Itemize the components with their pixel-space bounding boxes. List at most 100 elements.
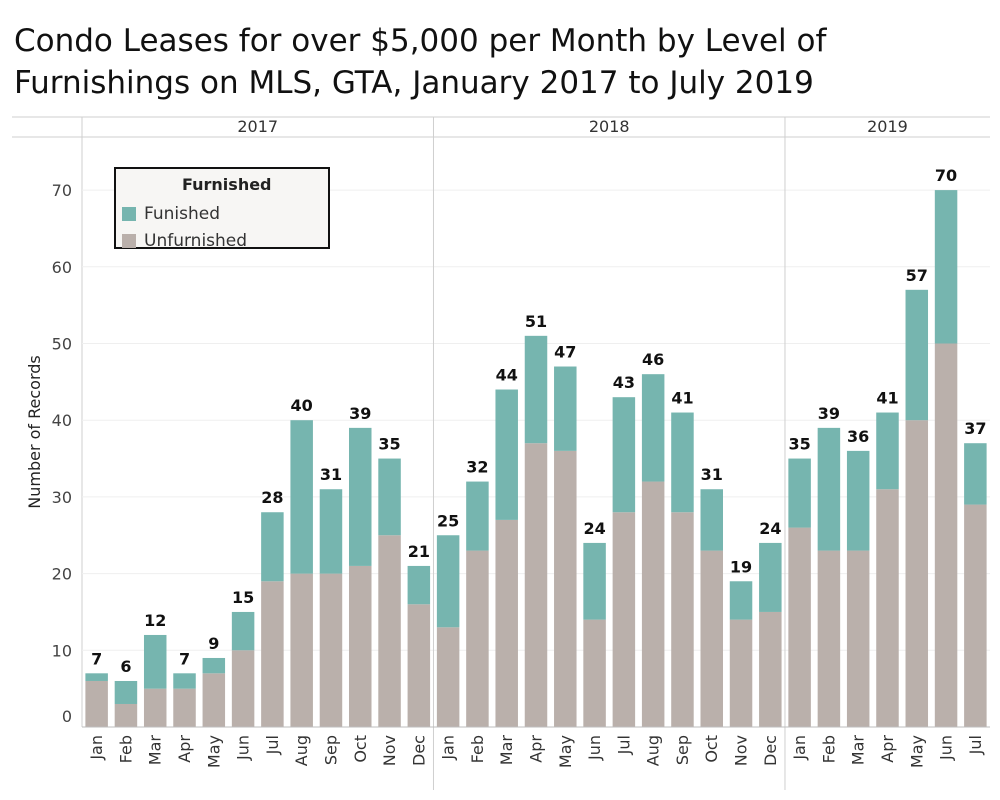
bar-furnished [612,397,636,513]
y-tick-label: 0 [62,707,72,726]
bar-total-label: 40 [291,396,313,415]
bar-total-label: 70 [935,166,957,185]
year-label: 2017 [237,117,278,136]
legend-item-furnished[interactable]: Funished [122,200,328,227]
bar-unfurnished [759,611,782,727]
bar-total-label: 19 [730,557,752,576]
bar-unfurnished [261,581,284,727]
bar-total-label: 39 [818,404,840,423]
bar-furnished [114,680,138,704]
bar-furnished [729,581,753,620]
legend-title: Furnished [182,175,272,194]
bar-total-label: 9 [208,634,219,653]
bar-total-label: 21 [408,542,430,561]
bar-unfurnished [231,650,255,727]
x-tick-label: Nov [732,735,751,766]
bar-unfurnished [934,343,958,727]
x-tick-label: Nov [380,735,399,766]
bar-total-label: 57 [906,266,928,285]
bar-total-label: 32 [466,458,488,477]
bar-total-label: 43 [613,373,635,392]
x-tick-label: Jan [87,735,106,761]
bar-unfurnished [143,688,167,727]
bar-furnished [524,335,548,444]
x-tick-label: May [907,735,926,768]
x-tick-label: Jul [263,735,282,755]
x-tick-label: Jun [585,735,604,761]
bar-furnished [905,289,929,421]
bar-unfurnished [905,420,929,727]
legend-item-unfurnished[interactable]: Unfurnished [122,227,328,254]
y-tick-label: 30 [52,488,72,507]
bar-unfurnished [524,443,548,727]
bar-furnished [876,412,899,490]
bar-unfurnished [700,550,723,727]
bar-unfurnished [407,604,431,727]
bar-furnished [846,450,870,551]
bar-total-label: 47 [554,343,576,362]
bar-furnished [700,489,723,551]
y-tick-label: 50 [52,335,72,354]
bar-unfurnished [817,550,841,727]
bar-total-label: 44 [496,366,518,385]
bar-furnished [173,673,196,689]
bar-unfurnished [202,673,226,727]
x-tick-label: May [556,735,575,768]
bar-furnished [583,542,606,620]
bar-furnished [554,366,577,451]
x-tick-label: Apr [175,735,194,763]
y-tick-label: 10 [52,641,72,660]
bar-unfurnished [436,627,460,727]
x-tick-label: Dec [761,735,780,766]
x-tick-label: Mar [849,735,868,766]
bar-unfurnished [466,550,489,727]
bar-furnished [349,427,372,566]
x-tick-label: Feb [819,735,838,763]
bar-total-label: 39 [349,404,371,423]
bar-unfurnished [729,619,753,727]
bar-total-label: 36 [847,427,869,446]
bar-unfurnished [173,688,196,727]
x-tick-label: Oct [702,735,721,763]
bar-total-label: 7 [91,649,102,668]
x-tick-label: Apr [527,735,546,763]
bar-furnished [759,542,782,612]
x-tick-label: Apr [878,735,897,763]
bar-total-label: 6 [120,657,131,676]
y-axis-label: Number of Records [25,355,44,508]
year-label: 2019 [867,117,908,136]
bar-total-label: 31 [320,465,342,484]
bar-total-label: 25 [437,511,459,530]
bar-total-label: 31 [701,465,723,484]
bar-total-label: 51 [525,312,547,331]
x-tick-label: May [204,735,223,768]
legend-label-unfurnished: Unfurnished [144,230,248,251]
bar-furnished [261,512,284,582]
year-label: 2018 [589,117,630,136]
y-tick-label: 40 [52,411,72,430]
y-tick-label: 60 [52,258,72,277]
y-tick-label: 20 [52,565,72,584]
x-tick-label: Dec [409,735,428,766]
legend-swatch-unfurnished [122,233,136,248]
bar-unfurnished [114,703,138,727]
legend-label-furnished: Funished [144,203,221,224]
bar-total-label: 24 [583,519,605,538]
bar-total-label: 35 [378,435,400,454]
bar-unfurnished [495,519,518,727]
x-tick-label: Jan [439,735,458,761]
bar-furnished [671,412,694,513]
bar-unfurnished [964,504,987,727]
x-tick-label: Jun [234,735,253,761]
bar-total-label: 24 [759,519,781,538]
bar-furnished [85,673,108,681]
bar-unfurnished [349,565,372,727]
bar-unfurnished [554,450,577,727]
bar-furnished [436,535,460,628]
bar-total-label: 35 [788,435,810,454]
bar-furnished [202,657,226,674]
x-tick-label: Sep [321,735,340,765]
bar-total-label: 7 [179,649,190,668]
x-tick-label: Mar [497,735,516,766]
